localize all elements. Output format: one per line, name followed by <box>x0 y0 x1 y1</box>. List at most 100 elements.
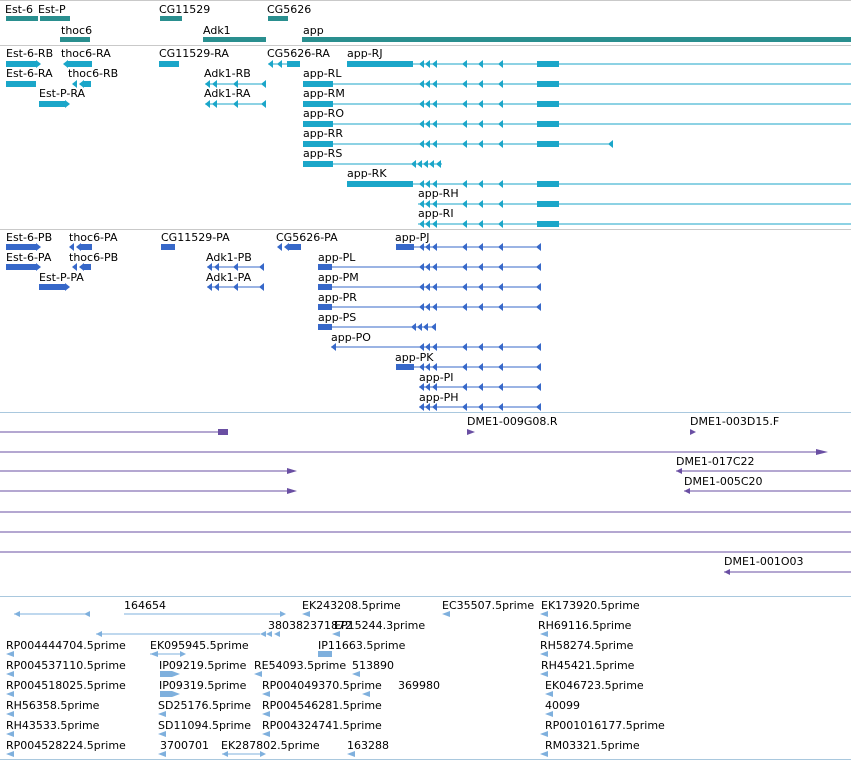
app-ro-glyph[interactable] <box>303 120 851 128</box>
transcript-label: Est-6-RB <box>6 47 54 60</box>
est-glyph[interactable] <box>302 611 310 617</box>
est-glyph[interactable] <box>540 751 548 757</box>
app-po-glyph[interactable] <box>331 343 541 351</box>
app-gene-glyph[interactable] <box>302 37 851 42</box>
thoc6-ra-glyph[interactable] <box>68 61 92 67</box>
est-glyph[interactable] <box>124 611 286 617</box>
est-glyph[interactable] <box>318 651 332 657</box>
adk1-rb-glyph[interactable] <box>205 80 266 88</box>
app-rs-glyph[interactable] <box>303 160 442 168</box>
adk1-gene-glyph[interactable] <box>203 37 266 42</box>
app-rm-glyph[interactable] <box>303 100 851 108</box>
dme1-009g08-r-glyph[interactable] <box>467 429 475 435</box>
cg11529-gene-glyph[interactable] <box>160 16 182 21</box>
est-glyph[interactable] <box>160 671 180 677</box>
est-p-gene-glyph[interactable] <box>40 16 70 21</box>
est-glyph[interactable] <box>6 751 14 757</box>
adk1-pb-glyph[interactable] <box>207 263 264 271</box>
est-6-pb-glyph[interactable] <box>6 244 36 250</box>
cg11529-ra-glyph[interactable] <box>159 61 179 67</box>
clone-glyph[interactable] <box>0 468 297 474</box>
app-pm-glyph[interactable] <box>318 283 541 291</box>
adk1-ra-glyph[interactable] <box>205 100 266 108</box>
est-glyph[interactable] <box>158 731 166 737</box>
cg5626-pa-glyph[interactable] <box>277 243 301 251</box>
dme1-003d15-f-glyph[interactable] <box>690 429 696 435</box>
app-ph-glyph[interactable] <box>419 403 541 411</box>
est-6-ra-glyph[interactable] <box>6 81 36 87</box>
est-glyph[interactable] <box>352 671 360 677</box>
est-6-gene-glyph[interactable] <box>6 16 38 21</box>
est-glyph[interactable] <box>6 711 14 717</box>
clone-glyph[interactable] <box>0 449 828 455</box>
clone-track <box>0 429 851 575</box>
est-glyph[interactable] <box>254 671 262 677</box>
est-glyph[interactable] <box>222 751 266 757</box>
est-glyph[interactable] <box>96 631 280 637</box>
app-rl-glyph[interactable] <box>303 80 851 88</box>
app-ri-glyph[interactable] <box>418 220 851 228</box>
protein-label: Est-6-PB <box>6 231 53 244</box>
est-glyph[interactable] <box>347 751 355 757</box>
est-glyph[interactable] <box>6 731 14 737</box>
clone-glyph[interactable] <box>0 488 297 494</box>
est-glyph[interactable] <box>442 611 450 617</box>
gene-track <box>6 16 851 42</box>
est-p-pa-glyph[interactable] <box>39 284 65 290</box>
est-glyph[interactable] <box>540 671 548 677</box>
cg5626-ra-glyph[interactable] <box>268 60 300 68</box>
transcript-label: app-RL <box>303 67 342 80</box>
app-pk-glyph[interactable] <box>396 363 541 371</box>
est-label: RP004546281.5prime <box>262 699 382 712</box>
app-pl-glyph[interactable] <box>318 263 541 271</box>
app-rj-glyph[interactable] <box>347 60 851 68</box>
est-glyph[interactable] <box>545 691 553 697</box>
est-glyph[interactable] <box>262 731 270 737</box>
est-label: RM03321.5prime <box>545 739 640 752</box>
thoc6-rb-glyph[interactable] <box>72 80 91 88</box>
est-glyph[interactable] <box>262 711 270 717</box>
est-glyph[interactable] <box>6 671 14 677</box>
est-label: EK287802.5prime <box>221 739 320 752</box>
est-glyph[interactable] <box>150 651 186 657</box>
app-pi-glyph[interactable] <box>419 383 541 391</box>
app-rr-glyph[interactable] <box>303 140 613 148</box>
est-glyph[interactable] <box>262 691 270 697</box>
app-rh-glyph[interactable] <box>418 200 851 208</box>
app-pj-glyph[interactable] <box>396 243 541 251</box>
app-pr-glyph[interactable] <box>318 303 541 311</box>
clone-glyph[interactable] <box>0 429 228 435</box>
est-glyph[interactable] <box>540 651 548 657</box>
app-rk-glyph[interactable] <box>347 180 851 188</box>
est-glyph[interactable] <box>545 711 553 717</box>
adk1-pa-glyph[interactable] <box>207 283 264 291</box>
est-p-ra-glyph[interactable] <box>39 101 65 107</box>
est-label: RH56358.5prime <box>6 699 100 712</box>
est-glyph[interactable] <box>540 731 548 737</box>
est-glyph[interactable] <box>158 711 166 717</box>
est-6-pa-glyph[interactable] <box>6 264 36 270</box>
thoc6-pb-glyph[interactable] <box>72 263 91 271</box>
est-glyph[interactable] <box>14 611 90 617</box>
dme1-001o03-glyph[interactable] <box>724 569 851 575</box>
est-glyph[interactable] <box>6 691 14 697</box>
est-glyph[interactable] <box>540 611 548 617</box>
protein-label: app-PS <box>318 311 357 324</box>
thoc6-pa-glyph[interactable] <box>69 243 92 251</box>
dme1-017c22-glyph[interactable] <box>676 468 851 474</box>
est-label: EK243208.5prime <box>302 599 401 612</box>
gene-label-est-6: Est-6 <box>5 3 33 16</box>
est-glyph[interactable] <box>362 691 370 697</box>
track-separator <box>0 229 851 230</box>
cg11529-pa-glyph[interactable] <box>161 244 175 250</box>
dme1-005c20-glyph[interactable] <box>684 488 851 494</box>
est-glyph[interactable] <box>6 651 14 657</box>
est-6-rb-glyph[interactable] <box>6 61 36 67</box>
est-glyph[interactable] <box>158 751 166 757</box>
est-glyph[interactable] <box>540 631 548 637</box>
thoc6-gene-glyph[interactable] <box>60 37 90 42</box>
app-ps-glyph[interactable] <box>318 323 436 331</box>
est-glyph[interactable] <box>332 631 340 637</box>
est-glyph[interactable] <box>160 691 180 697</box>
cg5626-gene-glyph[interactable] <box>268 16 288 21</box>
